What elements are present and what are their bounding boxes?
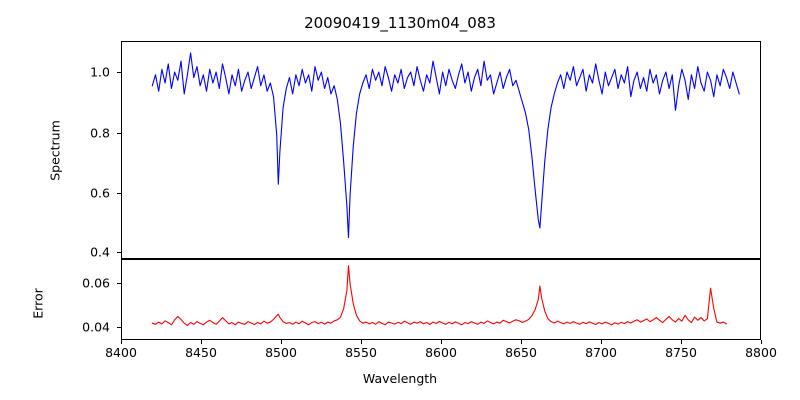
ytickmark-spectrum-2 — [117, 133, 121, 134]
xtick-9: 8800 — [745, 345, 777, 360]
xtick-6: 8650 — [505, 345, 537, 360]
error-data-line — [151, 265, 728, 327]
xtickmark-8 — [681, 340, 682, 344]
xtick-8: 8750 — [665, 345, 697, 360]
spectrum-plot-area — [151, 52, 740, 239]
xtickmark-7 — [601, 340, 602, 344]
ytickmark-error-1 — [117, 283, 121, 284]
ytick-error-1: 0.06 — [82, 275, 110, 291]
y-axis-label-error: Error — [30, 288, 46, 319]
spectrum-data-line — [151, 52, 740, 239]
ytick-error-2: 0.04 — [82, 319, 110, 335]
xtick-2: 8450 — [185, 345, 217, 360]
xtickmark-4 — [361, 340, 362, 344]
error-axes — [121, 259, 761, 340]
xtick-3: 8500 — [265, 345, 297, 360]
xtick-7: 8700 — [585, 345, 617, 360]
xtickmark-2 — [201, 340, 202, 344]
ytick-spectrum-2: 0.8 — [90, 125, 110, 141]
y-axis-label-spectrum: Spectrum — [47, 120, 63, 181]
error-plot-area — [151, 265, 728, 327]
ytickmark-spectrum-1 — [117, 72, 121, 73]
x-axis-label: Wavelength — [362, 371, 438, 386]
xtickmark-1 — [121, 340, 122, 344]
xtickmark-5 — [441, 340, 442, 344]
spectrum-axes — [121, 41, 761, 259]
figure-title: 20090419_1130m04_083 — [304, 14, 496, 32]
xtick-4: 8550 — [345, 345, 377, 360]
xtick-1: 8400 — [105, 345, 137, 360]
xtickmark-3 — [281, 340, 282, 344]
xtickmark-6 — [521, 340, 522, 344]
ytickmark-spectrum-4 — [117, 252, 121, 253]
ytick-spectrum-4: 0.4 — [90, 244, 110, 260]
ytickmark-error-2 — [117, 327, 121, 328]
ytick-spectrum-1: 1.0 — [90, 64, 110, 80]
xtickmark-9 — [761, 340, 762, 344]
ytick-spectrum-3: 0.6 — [90, 185, 110, 201]
ytickmark-spectrum-3 — [117, 193, 121, 194]
xtick-5: 8600 — [425, 345, 457, 360]
